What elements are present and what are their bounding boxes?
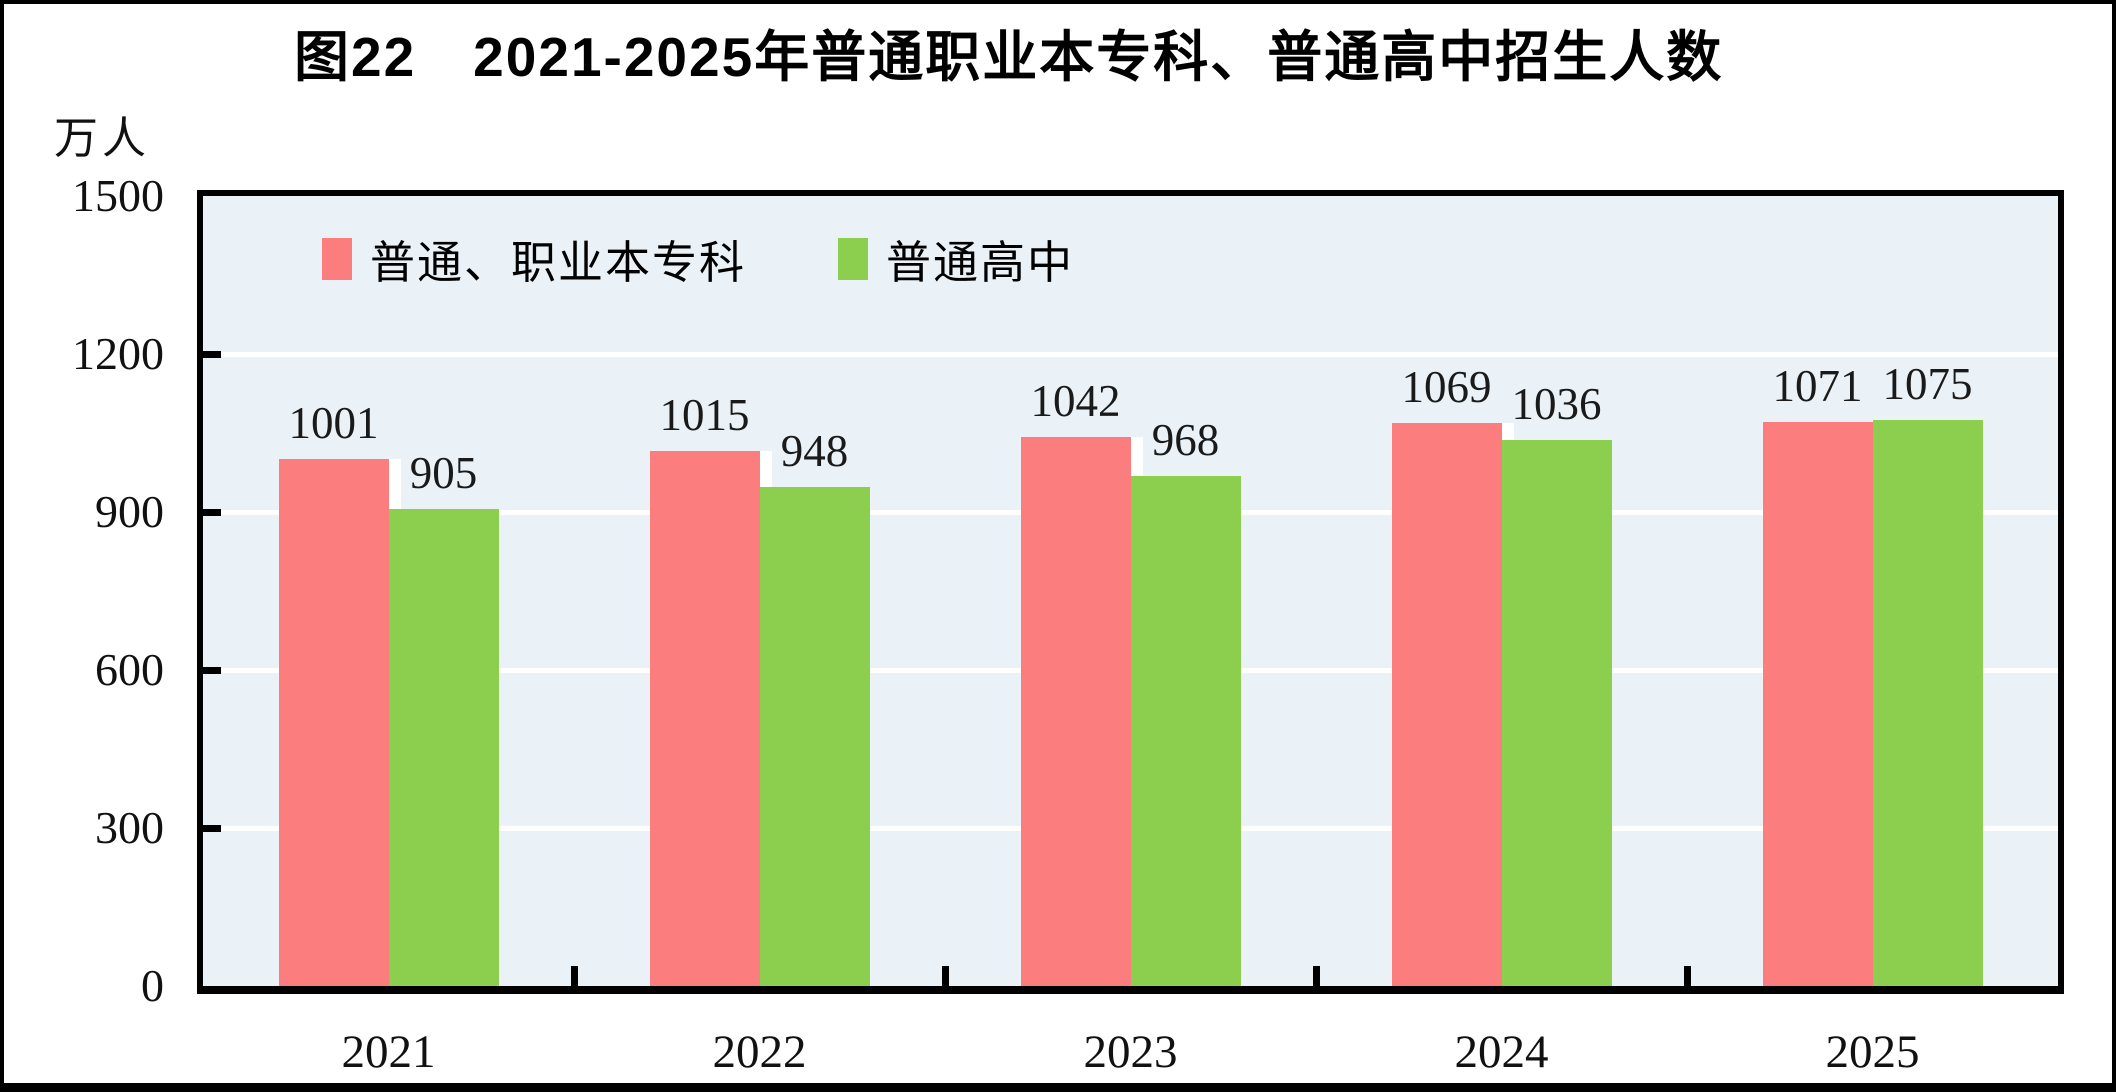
x-tick-label-2021: 2021 [341,1026,436,1078]
y-tick-label-600: 600 [95,644,164,695]
bar-benzhuanke-2024 [1391,423,1502,986]
legend-item-gaozhong: 普通高中 [838,226,1074,291]
legend-item-benzhuanke: 普通、职业本专科 [322,226,746,291]
y-tick-label-1500: 1500 [72,170,164,221]
bar-benzhuanke-2022 [649,451,760,986]
y-tick-label-300: 300 [95,802,164,853]
y-axis-unit-label: 万人 [54,114,150,163]
bar-value-label-gaozhong-2024: 1036 [1511,379,1602,430]
bar-value-label-benzhuanke-2025: 1071 [1772,360,1863,411]
bar-gaozhong-2023 [1130,476,1241,986]
x-axis-tick [1312,966,1320,986]
bar-value-label-benzhuanke-2024: 1069 [1401,362,1492,412]
bar-gaozhong-2021 [388,509,499,986]
bar-value-label-benzhuanke-2021: 1001 [288,397,379,448]
y-tick-label-1200: 1200 [72,328,164,379]
gridline-1200 [203,351,2058,357]
x-axis-tick [941,966,949,986]
x-tick-label-2022: 2022 [712,1026,807,1078]
bar-gaozhong-2024 [1501,440,1612,986]
bar-benzhuanke-2023 [1020,437,1131,986]
legend-swatch-red [322,237,352,280]
x-tick-label-2025: 2025 [1825,1026,1920,1078]
bar-value-label-benzhuanke-2022: 1015 [659,390,750,441]
y-axis-tick-600 [203,666,221,674]
y-axis-tick-900 [203,508,221,516]
bar-gaozhong-2025 [1872,419,1983,986]
legend-label-benzhuanke: 普通、职业本专科 [370,237,747,288]
y-axis-tick-300 [203,824,221,832]
y-axis-tick-1200 [203,350,221,358]
bar-value-label-gaozhong-2025: 1075 [1882,358,1973,409]
x-tick-label-2023: 2023 [1083,1026,1178,1078]
legend-swatch-green [838,237,869,280]
bar-value-label-gaozhong-2023: 968 [1151,415,1220,466]
x-tick-label-2024: 2024 [1454,1026,1549,1078]
plot-area: 普通、职业本专科 普通高中 1001 905 1015 948 1042 968 1069 1… [197,190,2064,994]
x-axis-tick [1683,966,1691,986]
bar-value-label-gaozhong-2021: 905 [409,448,478,499]
legend-label-gaozhong: 普通高中 [886,237,1075,288]
bar-gaozhong-2022 [759,486,870,986]
bar-value-label-gaozhong-2022: 948 [780,425,849,476]
x-axis-tick [570,966,578,986]
bar-value-label-benzhuanke-2023: 1042 [1030,376,1121,427]
chart-title: 图22 2021-2025年普通职业本专科、普通高中招生人数 [294,26,1724,88]
bar-benzhuanke-2025 [1762,421,1873,986]
y-tick-label-900: 900 [95,486,164,537]
bar-benzhuanke-2021 [278,458,389,986]
legend: 普通、职业本专科 普通高中 [322,226,1074,291]
y-tick-label-0: 0 [141,960,164,1011]
